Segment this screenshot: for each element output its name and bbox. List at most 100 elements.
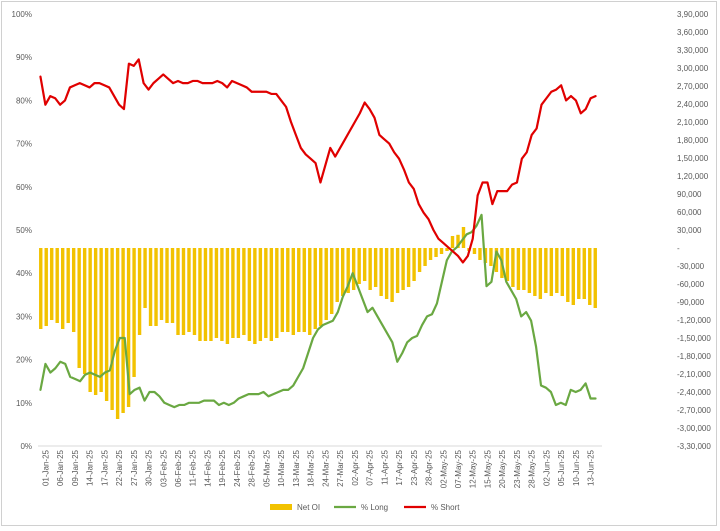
right-tick-label: -60,000 bbox=[677, 280, 705, 289]
x-tick-label: 24-Feb-25 bbox=[233, 449, 242, 486]
x-tick-label: 28-Apr-25 bbox=[425, 449, 434, 485]
net-oi-bar bbox=[368, 248, 372, 290]
x-axis-ticks: 01-Jan-25 06-Jan-25 09-Jan-25 14-Jan-25 17-J… bbox=[41, 449, 595, 488]
x-tick-label: 14-Jan-25 bbox=[86, 449, 95, 486]
x-tick-label: 20-May-25 bbox=[498, 449, 507, 488]
net-oi-bar bbox=[566, 248, 570, 302]
net-oi-bar bbox=[489, 248, 493, 266]
legend-net-oi-swatch bbox=[270, 504, 292, 510]
x-tick-label: 06-Jan-25 bbox=[56, 449, 65, 486]
net-oi-bar bbox=[511, 248, 515, 287]
left-axis-ticks: 0% 10% 20% 30% 40% 50% 60% 70% 80% 90% 100% bbox=[12, 10, 32, 451]
x-tick-label: 15-May-25 bbox=[483, 449, 492, 488]
x-tick-label: 22-Jan-25 bbox=[115, 449, 124, 486]
net-oi-bar bbox=[522, 248, 526, 290]
x-tick-label: 30-Jan-25 bbox=[145, 449, 154, 486]
net-oi-bar bbox=[588, 248, 592, 305]
net-oi-bar bbox=[154, 248, 158, 326]
long-series-line bbox=[39, 213, 597, 409]
x-tick-label: 05-Mar-25 bbox=[262, 449, 271, 486]
net-oi-bar bbox=[137, 248, 142, 335]
net-oi-bar bbox=[330, 248, 334, 314]
right-axis-ticks: -3,30,000-3,00,000-2,70,000-2,40,000-2,1… bbox=[677, 10, 711, 451]
right-tick-label: - bbox=[677, 244, 680, 253]
net-oi-bar bbox=[50, 248, 54, 320]
net-oi-bar bbox=[121, 248, 125, 413]
right-tick-label: 1,20,000 bbox=[677, 172, 709, 181]
net-oi-bar bbox=[373, 248, 378, 287]
net-oi-bar bbox=[209, 248, 213, 341]
right-tick-label: -2,10,000 bbox=[677, 370, 711, 379]
x-tick-label: 02-May-25 bbox=[439, 449, 448, 488]
left-tick-label: 0% bbox=[20, 442, 32, 451]
net-oi-bar bbox=[39, 248, 43, 329]
right-tick-label: 1,80,000 bbox=[677, 136, 709, 145]
net-oi-bar bbox=[291, 248, 295, 335]
net-oi-bar bbox=[582, 248, 586, 299]
net-oi-bar bbox=[450, 236, 455, 248]
net-oi-bar bbox=[247, 248, 252, 341]
right-tick-label: -1,20,000 bbox=[677, 316, 711, 325]
x-tick-label: 12-May-25 bbox=[469, 449, 478, 488]
net-oi-bar bbox=[99, 248, 103, 392]
x-tick-label: 27-Mar-25 bbox=[336, 449, 345, 486]
net-oi-bar bbox=[390, 248, 394, 302]
net-oi-bar bbox=[412, 248, 416, 281]
x-tick-label: 28-May-25 bbox=[528, 449, 537, 488]
right-tick-label: -90,000 bbox=[677, 298, 705, 307]
net-oi-bar bbox=[181, 248, 186, 335]
right-tick-label: 3,90,000 bbox=[677, 10, 709, 19]
x-tick-label: 27-Jan-25 bbox=[130, 449, 139, 486]
net-oi-bar bbox=[544, 248, 548, 293]
x-tick-label: 07-May-25 bbox=[454, 449, 463, 488]
net-oi-bar bbox=[66, 248, 70, 323]
x-tick-label: 09-Jan-25 bbox=[71, 449, 80, 486]
net-oi-bar bbox=[456, 234, 460, 248]
net-oi-bars bbox=[39, 227, 597, 419]
short-line-group bbox=[39, 58, 597, 264]
right-tick-label: 90,000 bbox=[677, 190, 702, 199]
right-tick-label: 2,10,000 bbox=[677, 118, 709, 127]
net-oi-bar bbox=[264, 248, 268, 338]
x-tick-label: 23-May-25 bbox=[513, 449, 522, 488]
net-oi-bar bbox=[379, 248, 383, 296]
net-oi-bar bbox=[357, 248, 361, 284]
net-oi-bar bbox=[231, 248, 235, 338]
net-oi-bar bbox=[269, 248, 274, 341]
left-tick-label: 40% bbox=[16, 269, 32, 278]
net-oi-bar bbox=[258, 248, 263, 341]
x-tick-label: 17-Apr-25 bbox=[395, 449, 404, 485]
left-tick-label: 90% bbox=[16, 53, 32, 62]
net-oi-bar bbox=[384, 248, 389, 299]
x-tick-label: 07-Apr-25 bbox=[366, 449, 375, 485]
net-oi-bar bbox=[203, 248, 208, 341]
left-tick-label: 20% bbox=[16, 356, 32, 365]
legend-net-oi-label: Net OI bbox=[297, 503, 320, 512]
x-tick-label: 13-Mar-25 bbox=[292, 449, 301, 486]
net-oi-bar bbox=[280, 248, 285, 332]
x-tick-label: 03-Feb-25 bbox=[159, 449, 168, 486]
right-tick-label: -1,80,000 bbox=[677, 352, 711, 361]
short-series-line bbox=[39, 58, 597, 264]
net-oi-bar bbox=[148, 248, 153, 326]
net-oi-bar bbox=[571, 248, 575, 305]
right-tick-label: 60,000 bbox=[677, 208, 702, 217]
right-tick-label: -2,40,000 bbox=[677, 388, 711, 397]
net-oi-bar bbox=[445, 248, 449, 251]
net-oi-bar bbox=[55, 248, 59, 323]
net-oi-bar bbox=[308, 248, 312, 335]
net-oi-bar bbox=[132, 248, 136, 377]
x-tick-label: 01-Jan-25 bbox=[41, 449, 50, 486]
x-tick-label: 02-Jun-25 bbox=[542, 449, 551, 486]
net-oi-bar bbox=[286, 248, 290, 332]
net-oi-bar bbox=[533, 248, 537, 296]
net-oi-bar bbox=[253, 248, 257, 344]
net-oi-bar bbox=[176, 248, 180, 335]
net-oi-bar bbox=[538, 248, 543, 299]
net-oi-bar bbox=[401, 248, 405, 290]
net-oi-bar bbox=[302, 248, 306, 332]
net-oi-bar bbox=[187, 248, 191, 332]
net-oi-bar bbox=[472, 248, 477, 254]
